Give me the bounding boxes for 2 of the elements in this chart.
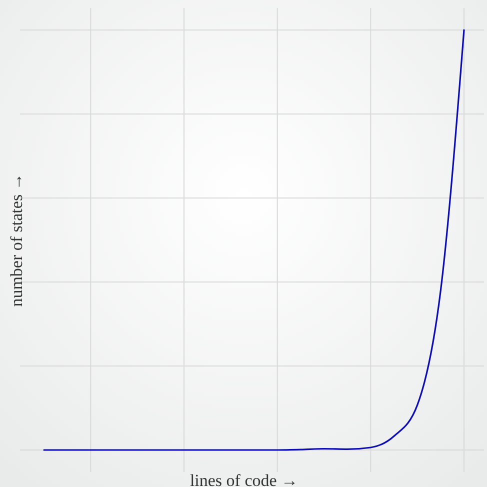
x-axis-title: lines of code → bbox=[190, 471, 298, 487]
y-axis-title: number of states → bbox=[7, 173, 26, 307]
